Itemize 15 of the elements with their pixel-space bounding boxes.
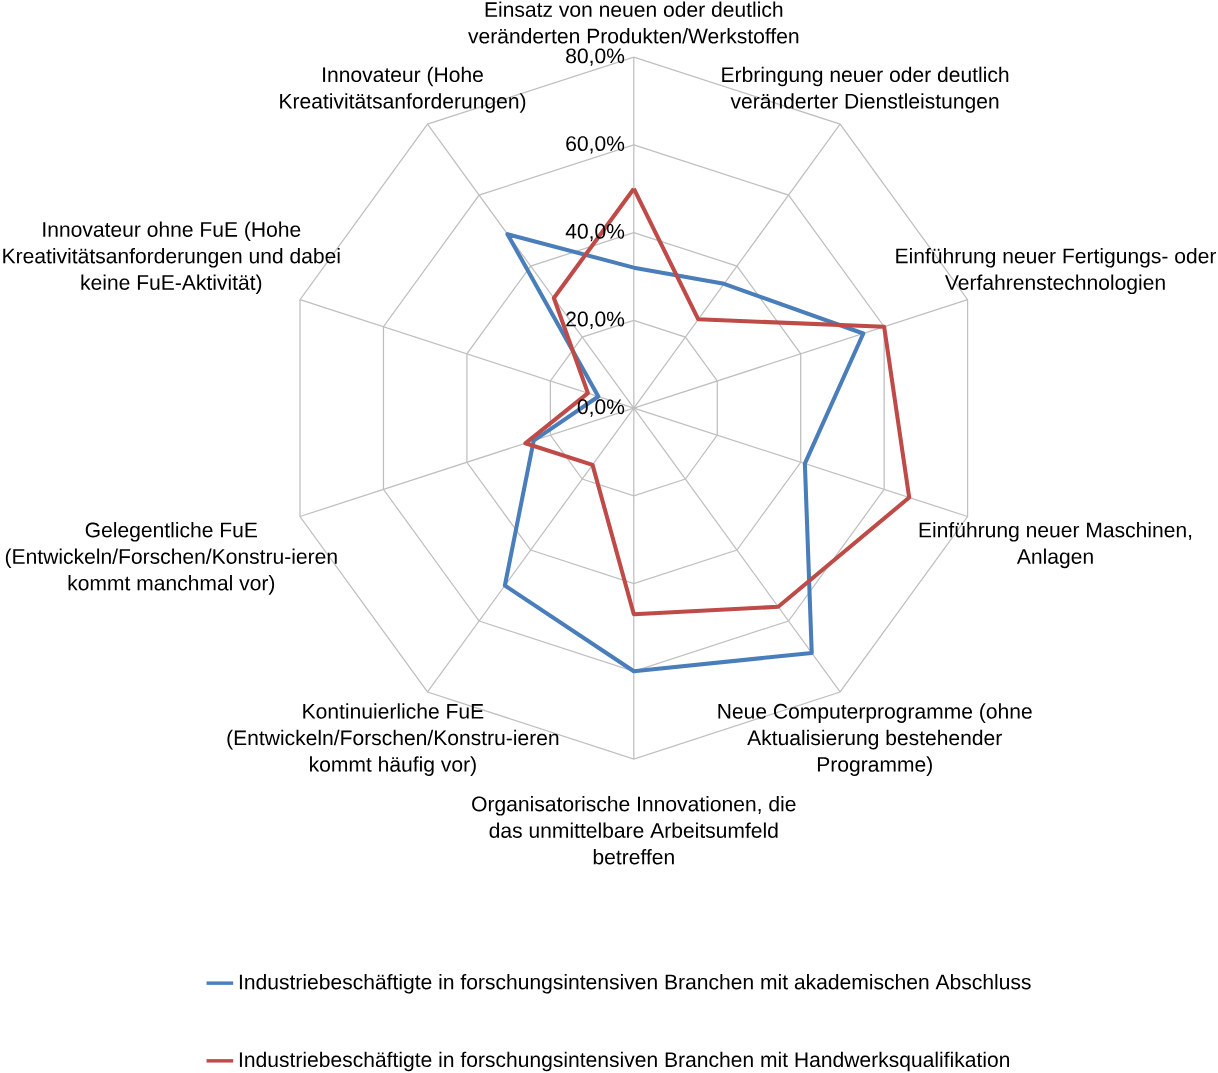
spoke-label: Innovateur (Hohe Kreativitätsanforderungen) — [280, 66, 526, 113]
y-tick-label: 60,0% — [566, 136, 625, 154]
y-tick-label: 80,0% — [566, 48, 625, 66]
spoke-label: Gelegentliche FuE (Entwickeln/Forschen/Konstru-ieren kommt manchmal vor) — [5, 521, 337, 595]
spoke-label: Erbringung neuer oder deutlich veränderter Dienstleistungen — [722, 66, 1009, 113]
spoke-label: Kontinuierliche FuE (Entwickeln/Forschen/Konstru-ieren kommt häufig vor) — [227, 703, 559, 776]
spoke-label: Organisatorische Innovationen, die das unmittelbare Arbeitsumfeld betreffen — [472, 795, 796, 865]
spoke-label: Einführung neuer Fertigungs- oder Verfahrenstechnologien — [896, 247, 1217, 295]
spoke-label: Neue Computerprogramme (ohne Aktualisierung bestehender Programme) — [718, 703, 1032, 776]
legend-label: Industriebeschäftigte in forschungsintensiven Branchen mit Handwerksqualifikation — [239, 1051, 1010, 1072]
legend-label: Industriebeschäftigte in forschungsintensiven Branchen mit akademischen Abschluss — [239, 973, 1031, 994]
y-tick-label: 20,0% — [566, 311, 625, 329]
spoke-label: Einführung neuer Maschinen, Anlagen — [919, 521, 1192, 569]
spoke-label: Innovateur ohne FuE (Hohe Kreativitätsanforderungen und dabei keine FuE-Aktivität) — [3, 221, 340, 295]
spoke-label: Einsatz von neuen oder deutlich veränderten Produkten/Werkstoffen — [468, 1, 799, 44]
